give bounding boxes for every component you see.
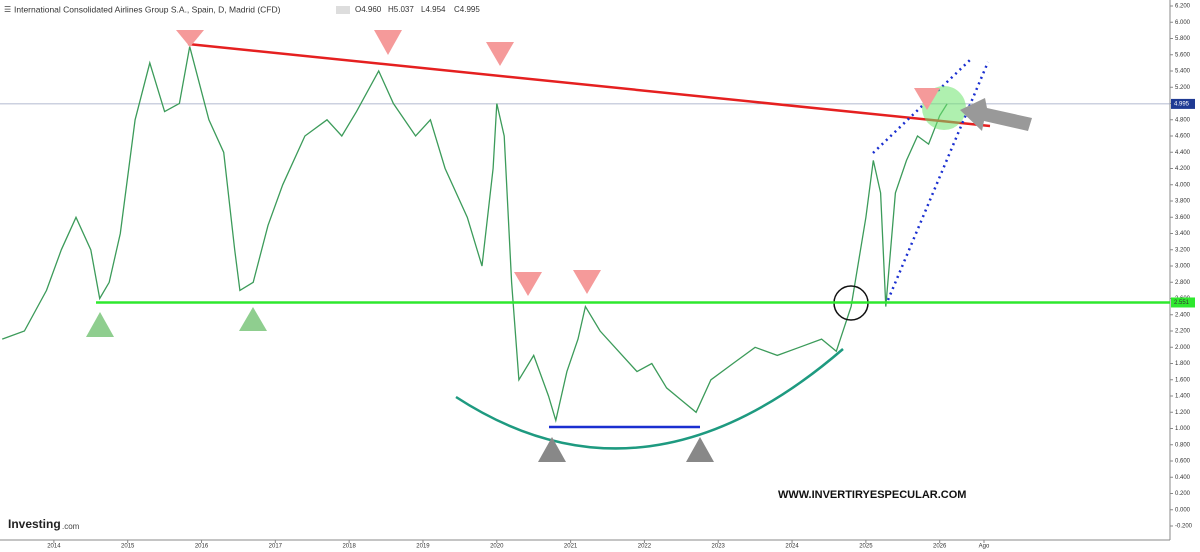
x-tick-label: 2017 — [269, 544, 283, 550]
x-tick-label: 2025 — [859, 544, 873, 550]
dotted-line — [886, 61, 990, 301]
ohlc-low: L4.954 — [421, 5, 446, 14]
level-tag-label: 2.551 — [1174, 300, 1190, 306]
dotted-line — [872, 59, 971, 154]
x-tick-label: 2018 — [342, 544, 356, 550]
level-tag — [1171, 297, 1195, 308]
y-tick-label: 0.200 — [1175, 491, 1191, 497]
y-tick-label: 3.800 — [1175, 199, 1191, 205]
y-tick-label: 3.000 — [1175, 264, 1191, 270]
x-tick-label: 2024 — [785, 544, 799, 550]
x-tick-label: 2021 — [564, 544, 578, 550]
sell-markers — [176, 30, 940, 296]
chart-title: International Consolidated Airlines Grou… — [14, 4, 281, 14]
y-tick-label: 4.800 — [1175, 117, 1191, 123]
price-tag — [1171, 98, 1195, 109]
price-line-series — [1, 46, 948, 423]
ohlc-high: H5.037 — [388, 5, 414, 14]
y-tick-label: 5.200 — [1175, 85, 1191, 91]
bottom-markers — [538, 437, 714, 462]
y-tick-label: 2.800 — [1175, 280, 1191, 286]
y-tick-label: 4.200 — [1175, 166, 1191, 172]
y-tick-label: 1.200 — [1175, 410, 1191, 416]
badge — [336, 6, 350, 14]
y-tick-label: 5.800 — [1175, 36, 1191, 42]
arc — [455, 348, 844, 450]
y-tick-label: 2.200 — [1175, 329, 1191, 335]
y-tick-label: 2.000 — [1175, 345, 1191, 351]
logo: Investing — [8, 517, 61, 531]
y-tick-label: 0.000 — [1175, 507, 1191, 513]
menu-icon: ☰ — [4, 5, 11, 14]
x-tick-label: 2015 — [121, 544, 135, 550]
arrow — [960, 98, 1032, 131]
x-tick-label: 2016 — [195, 544, 209, 550]
y-tick-label: 4.600 — [1175, 134, 1191, 140]
y-tick-label: 6.000 — [1175, 20, 1191, 26]
watermark: WWW.INVERTIRYESPECULAR.COM — [778, 489, 966, 501]
x-tick-label: 2023 — [712, 544, 726, 550]
x-tick-label: 2014 — [47, 544, 61, 550]
y-tick-label: 3.200 — [1175, 247, 1191, 253]
logo-suffix: .com — [62, 522, 80, 531]
ohlc-open: O4.960 — [355, 5, 382, 14]
y-tick-label: 0.800 — [1175, 442, 1191, 448]
price-tag-label: 4.995 — [1174, 101, 1190, 107]
y-tick-label: 6.200 — [1175, 4, 1191, 10]
y-tick-label: -0.200 — [1175, 524, 1193, 530]
y-tick-label: 1.600 — [1175, 377, 1191, 383]
y-tick-label: 2.400 — [1175, 312, 1191, 318]
x-tick-label: Ago — [979, 544, 990, 550]
trendline — [187, 42, 991, 128]
y-tick-label: 3.400 — [1175, 231, 1191, 237]
y-tick-label: 5.400 — [1175, 69, 1191, 75]
x-tick-label: 2026 — [933, 544, 947, 550]
annotations — [86, 30, 1032, 462]
x-tick-label: 2020 — [490, 544, 504, 550]
x-tick-label: 2022 — [638, 544, 652, 550]
y-tick-label: 3.600 — [1175, 215, 1191, 221]
y-tick-label: 1.400 — [1175, 394, 1191, 400]
y-tick-label: 1.000 — [1175, 426, 1191, 432]
buy-markers — [86, 307, 267, 337]
y-tick-label: 0.400 — [1175, 475, 1191, 481]
x-tick-label: 2019 — [416, 544, 430, 550]
y-tick-label: 0.600 — [1175, 459, 1191, 465]
y-tick-label: 4.000 — [1175, 182, 1191, 188]
y-tick-label: 4.400 — [1175, 150, 1191, 156]
y-tick-label: 1.800 — [1175, 361, 1191, 367]
ohlc-close: C4.995 — [454, 5, 480, 14]
y-tick-label: 5.600 — [1175, 52, 1191, 58]
